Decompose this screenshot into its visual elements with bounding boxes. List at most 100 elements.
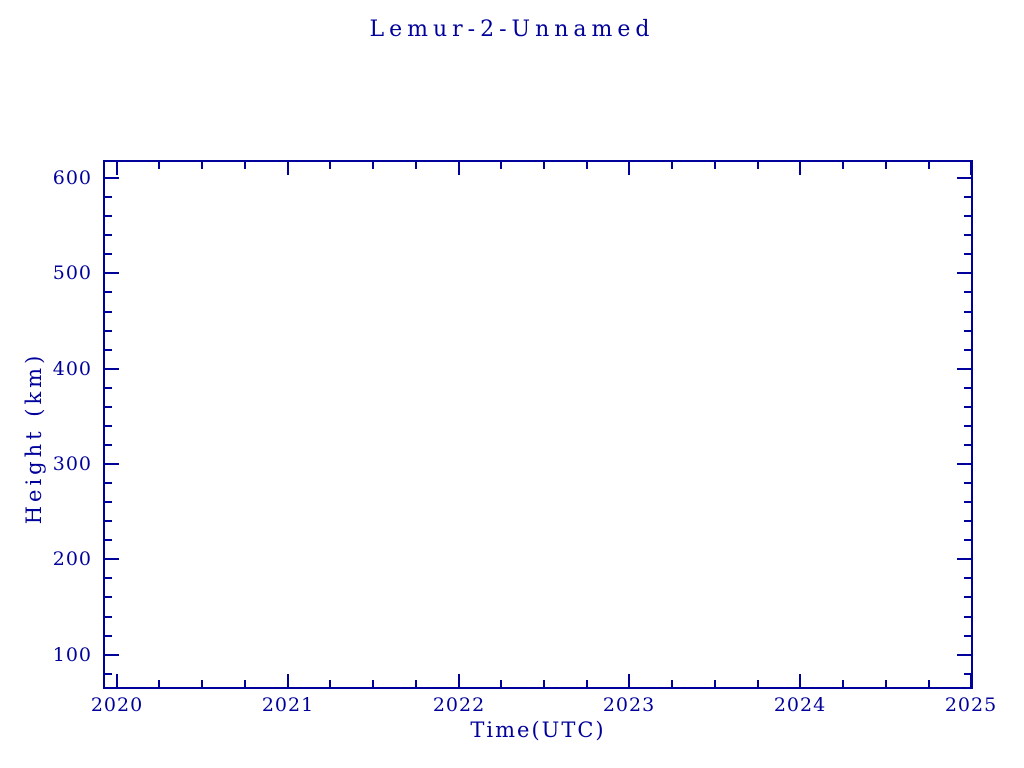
y-minor-tick <box>105 596 112 598</box>
x-tick-label: 2023 <box>602 694 656 716</box>
y-minor-tick <box>105 349 112 351</box>
y-minor-tick <box>105 577 112 579</box>
chart-title: Lemur-2-Unnamed <box>369 17 655 42</box>
x-major-tick-top <box>970 162 972 175</box>
x-major-tick-top <box>628 162 630 175</box>
y-minor-tick-right <box>964 482 971 484</box>
y-minor-tick-right <box>964 387 971 389</box>
x-major-tick <box>116 674 118 687</box>
plot-area <box>103 160 973 689</box>
x-minor-tick-top <box>158 162 160 169</box>
x-tick-label: 2024 <box>773 694 827 716</box>
y-minor-tick-right <box>964 596 971 598</box>
y-tick-label: 100 <box>52 644 92 666</box>
y-major-tick-right <box>957 654 971 656</box>
y-major-tick <box>105 177 119 179</box>
x-minor-tick <box>244 680 246 687</box>
y-minor-tick <box>105 406 112 408</box>
x-major-tick-top <box>799 162 801 175</box>
y-minor-tick-right <box>964 616 971 618</box>
y-major-tick-right <box>957 177 971 179</box>
x-tick-label: 2020 <box>90 694 144 716</box>
x-minor-tick <box>714 680 716 687</box>
x-tick-label: 2022 <box>432 694 486 716</box>
x-minor-tick <box>928 680 930 687</box>
x-minor-tick-top <box>415 162 417 169</box>
y-minor-tick-right <box>964 215 971 217</box>
x-minor-tick-top <box>885 162 887 169</box>
y-minor-tick-right <box>964 635 971 637</box>
y-minor-tick <box>105 635 112 637</box>
x-major-tick <box>458 674 460 687</box>
y-minor-tick <box>105 330 112 332</box>
x-minor-tick <box>415 680 417 687</box>
y-minor-tick <box>105 311 112 313</box>
y-tick-label: 600 <box>52 167 92 189</box>
x-minor-tick-top <box>671 162 673 169</box>
x-minor-tick-top <box>500 162 502 169</box>
x-tick-label: 2025 <box>944 694 998 716</box>
y-tick-label: 400 <box>52 358 92 380</box>
x-major-tick <box>287 674 289 687</box>
y-minor-tick-right <box>964 330 971 332</box>
x-minor-tick <box>586 680 588 687</box>
y-minor-tick <box>105 501 112 503</box>
x-minor-tick-top <box>329 162 331 169</box>
x-minor-tick-top <box>201 162 203 169</box>
x-minor-tick-top <box>586 162 588 169</box>
x-minor-tick <box>158 680 160 687</box>
y-minor-tick-right <box>964 673 971 675</box>
y-minor-tick-right <box>964 501 971 503</box>
y-minor-tick <box>105 482 112 484</box>
x-minor-tick-top <box>757 162 759 169</box>
x-major-tick-top <box>116 162 118 175</box>
y-minor-tick <box>105 539 112 541</box>
x-major-tick <box>799 674 801 687</box>
y-minor-tick-right <box>964 349 971 351</box>
y-minor-tick-right <box>964 539 971 541</box>
y-major-tick <box>105 558 119 560</box>
x-minor-tick-top <box>928 162 930 169</box>
y-minor-tick <box>105 196 112 198</box>
y-minor-tick-right <box>964 577 971 579</box>
y-minor-tick <box>105 234 112 236</box>
y-tick-label: 200 <box>52 548 92 570</box>
x-minor-tick <box>885 680 887 687</box>
y-minor-tick <box>105 253 112 255</box>
y-minor-tick <box>105 425 112 427</box>
x-axis-label: Time(UTC) <box>470 718 606 742</box>
x-minor-tick-top <box>543 162 545 169</box>
x-minor-tick <box>201 680 203 687</box>
x-minor-tick <box>543 680 545 687</box>
y-minor-tick-right <box>964 291 971 293</box>
y-minor-tick <box>105 673 112 675</box>
x-minor-tick <box>757 680 759 687</box>
y-major-tick <box>105 654 119 656</box>
y-minor-tick <box>105 291 112 293</box>
y-minor-tick <box>105 616 112 618</box>
x-minor-tick <box>329 680 331 687</box>
y-minor-tick <box>105 387 112 389</box>
y-minor-tick-right <box>964 425 971 427</box>
x-minor-tick <box>500 680 502 687</box>
x-minor-tick-top <box>372 162 374 169</box>
y-minor-tick-right <box>964 234 971 236</box>
y-major-tick <box>105 368 119 370</box>
x-minor-tick-top <box>244 162 246 169</box>
y-tick-label: 300 <box>52 453 92 475</box>
y-minor-tick-right <box>964 406 971 408</box>
x-tick-label: 2021 <box>261 694 315 716</box>
y-minor-tick <box>105 215 112 217</box>
x-major-tick <box>970 674 972 687</box>
y-major-tick <box>105 463 119 465</box>
x-minor-tick <box>842 680 844 687</box>
x-minor-tick <box>372 680 374 687</box>
y-major-tick-right <box>957 368 971 370</box>
y-major-tick <box>105 272 119 274</box>
x-major-tick <box>628 674 630 687</box>
y-major-tick-right <box>957 463 971 465</box>
y-major-tick-right <box>957 272 971 274</box>
y-minor-tick-right <box>964 520 971 522</box>
